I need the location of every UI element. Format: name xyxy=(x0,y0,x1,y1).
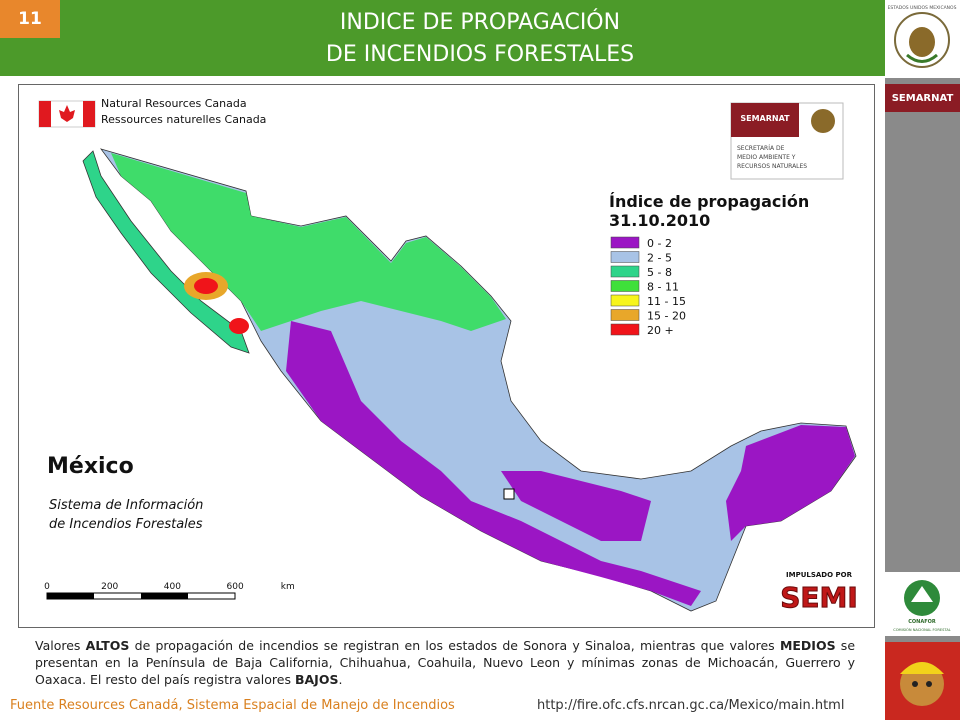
legend-label: 8 - 11 xyxy=(647,281,679,294)
scale-labels: 0 200 400 600 km xyxy=(44,582,295,592)
emphasis: ALTOS xyxy=(85,638,130,653)
semarnat-name: SEMARNAT xyxy=(740,114,790,123)
legend-swatch xyxy=(610,236,640,249)
legend-label: 11 - 15 xyxy=(647,295,686,308)
legend-label: 0 - 2 xyxy=(647,237,672,250)
scale-label: 0 xyxy=(44,582,50,592)
legend-label: 5 - 8 xyxy=(647,266,672,279)
baja-california xyxy=(82,150,250,354)
text-run: Valores xyxy=(35,638,86,653)
legend-swatch xyxy=(610,265,640,278)
text-run: . xyxy=(338,672,343,687)
map-panel: Natural Resources Canada Ressources natu… xyxy=(18,84,875,628)
legend-swatch xyxy=(610,323,640,336)
header-bar xyxy=(0,0,885,76)
purple-east xyxy=(501,471,651,541)
semarnat-line: MEDIO AMBIENTE Y xyxy=(737,154,796,161)
system-text: de Incendios Forestales xyxy=(49,517,203,532)
emblem-art: ESTADOS UNIDOS MEXICANOS xyxy=(888,5,957,68)
legend-label: 2 - 5 xyxy=(647,252,672,265)
emblem: ESTADOS UNIDOS MEXICANOS xyxy=(885,0,960,78)
capital-marker xyxy=(503,488,515,500)
scale-label: km xyxy=(281,582,295,592)
text-run: se presentan en la Península de Baja Cal… xyxy=(35,638,856,687)
slide-number: 11 xyxy=(0,0,60,38)
description: Valores ALTOS de propagación de incendio… xyxy=(35,637,855,688)
semarnat-line: SECRETARÍA DE xyxy=(737,145,785,152)
scale-label: 400 xyxy=(164,582,181,592)
red-zone xyxy=(229,318,249,334)
emblem-text: ESTADOS UNIDOS MEXICANOS xyxy=(888,5,957,11)
system-text: Sistema de Información xyxy=(49,498,203,513)
sponsor-name: SEMI xyxy=(780,581,858,614)
legend-swatch xyxy=(610,280,640,292)
legend-swatch xyxy=(610,309,640,321)
legend-date: 31.10.2010 xyxy=(609,211,710,230)
sponsor-caption: IMPULSADO POR xyxy=(786,571,853,579)
red-zone xyxy=(194,278,218,294)
source: Fuente Resources Canadá, Sistema Espacia… xyxy=(10,698,455,713)
mascot xyxy=(885,642,960,720)
mascot-art xyxy=(900,662,944,706)
semarnat-line: RECURSOS NATURALES xyxy=(737,163,807,170)
conafor-brand: CONAFOR xyxy=(908,619,936,625)
legend-label: 15 - 20 xyxy=(647,310,686,323)
title-line: DE INCENDIOS FORESTALES xyxy=(325,42,635,67)
legend-label: 20 + xyxy=(647,324,674,337)
legend-swatch xyxy=(610,251,640,263)
conafor-logo: CONAFOR COMISIÓN NACIONAL FORESTAL xyxy=(885,572,960,636)
scale-label: 200 xyxy=(101,582,118,592)
scale-label: 600 xyxy=(227,582,244,592)
emphasis: MEDIOS xyxy=(779,638,836,653)
legend-swatch xyxy=(610,294,640,307)
conafor-text: COMISIÓN NACIONAL FORESTAL xyxy=(893,627,951,632)
map: Natural Resources Canada Ressources natu… xyxy=(38,97,858,615)
country-name: México xyxy=(47,454,134,479)
agency-text: Natural Resources Canada xyxy=(101,97,247,110)
sidebar-label: SEMARNAT xyxy=(885,84,960,112)
text-run: de propagación de incendios se registran… xyxy=(129,638,780,653)
source-url: http://fire.ofc.cfs.nrcan.gc.ca/Mexico/m… xyxy=(537,698,845,713)
title-line: INDICE DE PROPAGACIÓN xyxy=(339,10,621,35)
legend-title: Índice de propagación xyxy=(609,192,809,211)
purple-yucatan xyxy=(726,425,855,541)
conafor-art: CONAFOR COMISIÓN NACIONAL FORESTAL xyxy=(893,580,951,632)
emphasis: BAJOS xyxy=(294,672,339,687)
green-north xyxy=(111,153,506,331)
purple-west xyxy=(286,321,701,606)
agency-text: Ressources naturelles Canada xyxy=(101,113,266,126)
